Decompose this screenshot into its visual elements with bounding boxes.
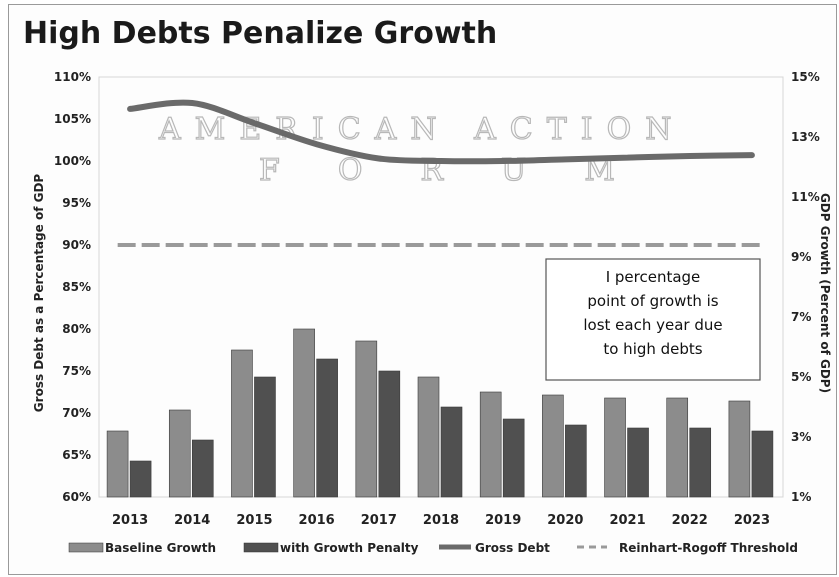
x-tick-label: 2022 bbox=[672, 513, 708, 528]
y2-tick-label: 9% bbox=[791, 250, 811, 264]
bar-penalty-2014 bbox=[191, 439, 214, 498]
x-tick-label: 2023 bbox=[734, 513, 770, 528]
y2-tick-label: 7% bbox=[791, 310, 811, 324]
x-tick-label: 2015 bbox=[236, 513, 272, 528]
chart-title: High Debts Penalize Growth bbox=[23, 16, 497, 51]
watermark: AMERICAN ACTION FORUM bbox=[157, 111, 672, 188]
y2-tick-label: 1% bbox=[791, 490, 811, 504]
legend-label: Reinhart-Rogoff Threshold bbox=[619, 541, 798, 555]
x-tick-label: 2016 bbox=[299, 513, 335, 528]
x-tick-label: 2019 bbox=[485, 513, 521, 528]
annotation-line-2: point of growth is bbox=[587, 292, 718, 310]
y-tick-label: 95% bbox=[62, 196, 91, 210]
bar-penalty-2023 bbox=[751, 430, 774, 498]
bar-penalty-2018 bbox=[440, 406, 463, 498]
y-tick-label: 65% bbox=[62, 448, 91, 462]
legend-label: Baseline Growth bbox=[105, 541, 216, 555]
plot-area: 60% 65% 70% 75% 80% 85% 90% 95% 100% 105% 110% 1% 3%… bbox=[54, 70, 820, 528]
x-tick-label: 2018 bbox=[423, 513, 459, 528]
x-tick-label: 2020 bbox=[547, 513, 583, 528]
legend-swatch bbox=[68, 542, 104, 553]
y2-tick-label: 15% bbox=[791, 70, 820, 84]
y-tick-label: 80% bbox=[62, 322, 91, 336]
bar-baseline-2022 bbox=[666, 397, 689, 498]
legend-item: with Growth Penalty bbox=[243, 541, 419, 555]
annotation-box: I percentage point of growth is lost eac… bbox=[545, 258, 761, 381]
legend-item: Gross Debt bbox=[439, 541, 550, 555]
annotation-line-1: I percentage bbox=[606, 268, 701, 286]
bar-penalty-2017 bbox=[378, 370, 401, 498]
y-tick-label: 60% bbox=[62, 490, 91, 504]
y-tick-label: 105% bbox=[54, 112, 91, 126]
y2-tick-label: 13% bbox=[791, 130, 820, 144]
legend-swatch bbox=[243, 542, 279, 553]
legend-label: Gross Debt bbox=[475, 541, 550, 555]
y2-tick-label: 11% bbox=[791, 190, 820, 204]
bar-baseline-2016 bbox=[293, 328, 315, 498]
bar-penalty-2013 bbox=[129, 460, 152, 498]
chart-frame: High Debts Penalize Growth AMERICAN ACTI… bbox=[8, 4, 837, 575]
annotation-line-4: to high debts bbox=[603, 340, 702, 358]
y2-tick-label: 3% bbox=[791, 430, 811, 444]
bar-penalty-2020 bbox=[565, 424, 587, 498]
bar-baseline-2018 bbox=[417, 376, 440, 498]
bar-baseline-2021 bbox=[604, 397, 626, 498]
annotation-line-3: lost each year due bbox=[583, 316, 722, 334]
y2-axis-label: GDP Growth (Percent of GDP) bbox=[818, 193, 832, 393]
x-tick-label: 2017 bbox=[361, 513, 397, 528]
bar-penalty-2022 bbox=[689, 427, 712, 498]
legend: Baseline Growth with Growth Penalty Gross … bbox=[68, 541, 798, 555]
bar-penalty-2016 bbox=[316, 358, 338, 498]
y-tick-label: 85% bbox=[62, 280, 91, 294]
legend-item: Baseline Growth bbox=[68, 541, 216, 555]
bar-penalty-2019 bbox=[502, 418, 525, 498]
y2-tick-label: 5% bbox=[791, 370, 811, 384]
y-tick-label: 100% bbox=[54, 154, 91, 168]
bar-baseline-2017 bbox=[355, 340, 378, 498]
bar-baseline-2015 bbox=[231, 349, 253, 498]
y-tick-label: 75% bbox=[62, 364, 91, 378]
bar-penalty-2021 bbox=[627, 427, 649, 498]
legend-label: with Growth Penalty bbox=[280, 541, 419, 555]
bar-baseline-2013 bbox=[106, 430, 129, 498]
bar-penalty-2015 bbox=[254, 376, 276, 498]
y-axis-label: Gross Debt as a Percentage of GDP bbox=[32, 174, 46, 413]
bar-baseline-2019 bbox=[479, 391, 502, 498]
bar-baseline-2020 bbox=[542, 394, 564, 498]
x-tick-label: 2021 bbox=[609, 513, 645, 528]
bar-baseline-2014 bbox=[168, 409, 191, 498]
gross-debt-line bbox=[127, 99, 755, 165]
legend-item: Reinhart-Rogoff Threshold bbox=[577, 541, 798, 555]
y-tick-label: 90% bbox=[62, 238, 91, 252]
y-tick-label: 70% bbox=[62, 406, 91, 420]
bar-baseline-2023 bbox=[728, 400, 751, 498]
x-tick-label: 2013 bbox=[112, 513, 148, 528]
x-tick-label: 2014 bbox=[174, 513, 210, 528]
y-tick-label: 110% bbox=[54, 70, 91, 84]
chart: High Debts Penalize Growth AMERICAN ACTI… bbox=[23, 16, 832, 555]
